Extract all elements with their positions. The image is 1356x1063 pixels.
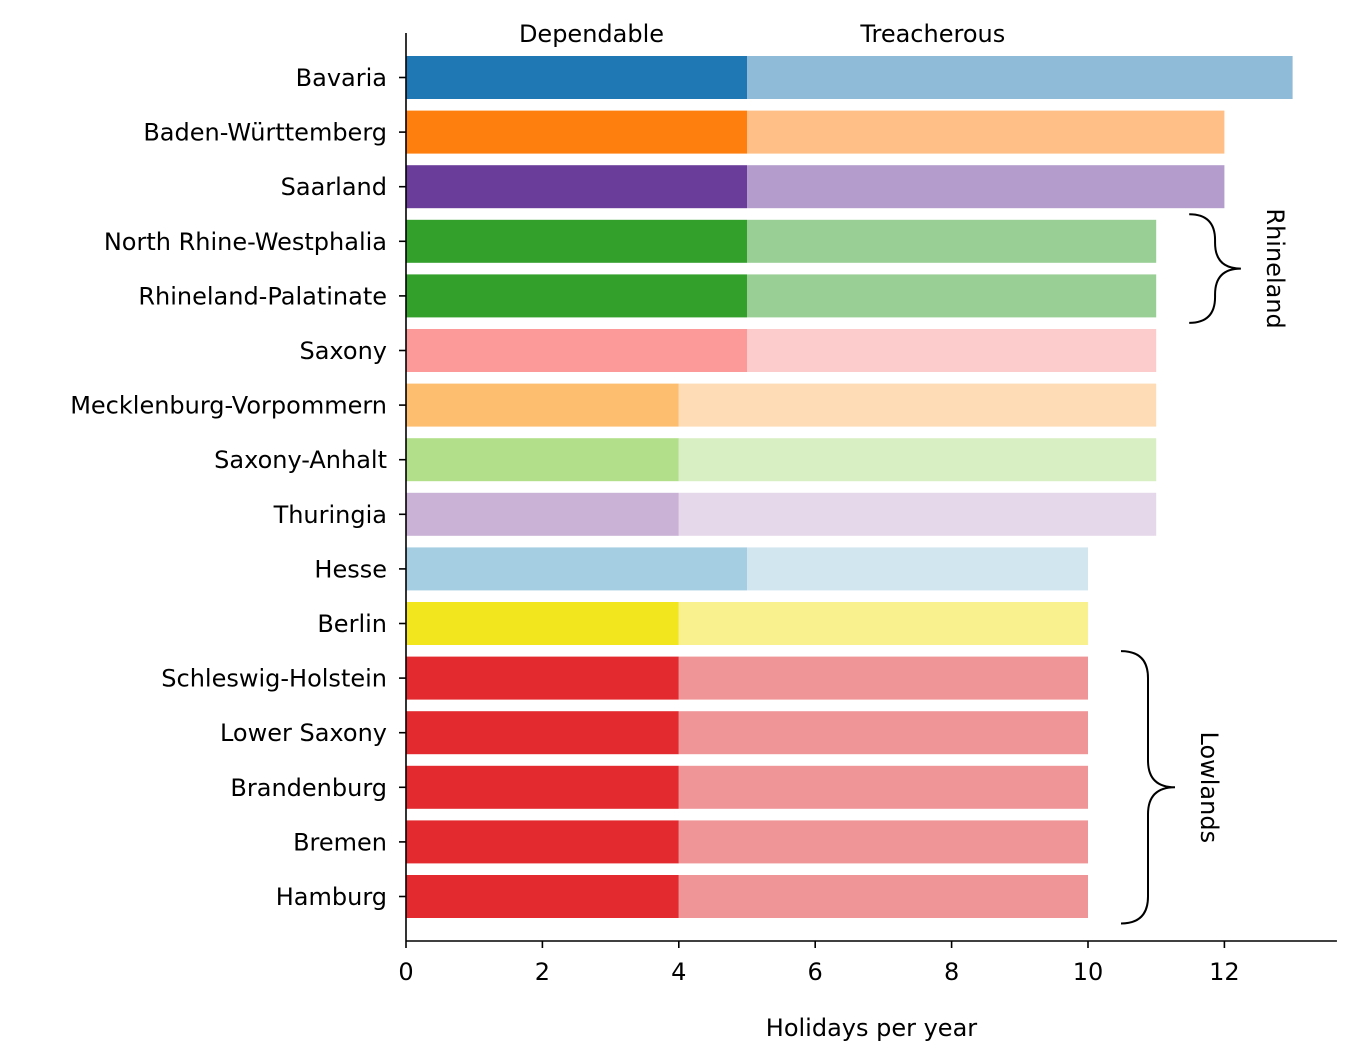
bar-dependable-mecklenburg-vorpommern [406, 383, 679, 427]
y-tick-label-hesse: Hesse [314, 555, 387, 583]
x-axis: 0 2 4 6 8 10 12 [398, 940, 1337, 986]
bar-treacherous-lower-saxony [678, 711, 1088, 755]
bar-dependable-bremen [406, 820, 679, 864]
bar-treacherous-mecklenburg-vorpommern [678, 383, 1157, 427]
y-tick-label-saxony-anhalt: Saxony-Anhalt [214, 446, 387, 474]
x-tick-label-8: 8 [944, 958, 959, 986]
bars-layer [406, 56, 1293, 918]
x-tick-label-12: 12 [1209, 958, 1240, 986]
bar-dependable-berlin [406, 602, 679, 645]
bar-treacherous-thuringia [678, 492, 1157, 536]
bar-dependable-brandenburg [406, 765, 679, 809]
bar-dependable-rhineland-palatinate [406, 274, 747, 318]
bar-dependable-hamburg [406, 875, 679, 918]
y-tick-label-lower-saxony: Lower Saxony [220, 719, 387, 747]
bar-dependable-schleswig-holstein [406, 656, 679, 700]
bar-treacherous-baden-wurttemberg [747, 110, 1225, 154]
x-tick-label-0: 0 [398, 958, 413, 986]
group-label-rhineland: Rhineland [1261, 208, 1289, 328]
column-label-treacherous: Treacherous [859, 20, 1005, 48]
bar-dependable-saxony-anhalt [406, 438, 679, 482]
y-tick-label-bremen: Bremen [293, 828, 387, 856]
bar-dependable-baden-wurttemberg [406, 110, 747, 154]
x-tick-label-2: 2 [535, 958, 550, 986]
bar-treacherous-rhineland-palatinate [747, 274, 1157, 318]
y-tick-label-saarland: Saarland [281, 173, 387, 201]
x-tick-label-6: 6 [808, 958, 823, 986]
y-axis: Bavaria Baden-Württemberg Saarland North Rh… [70, 33, 407, 941]
y-tick-label-north-rhine-westphalia: North Rhine-Westphalia [104, 228, 387, 256]
x-tick-label-4: 4 [671, 958, 686, 986]
bar-dependable-hesse [406, 547, 747, 591]
brace-lowlands [1120, 650, 1176, 925]
bar-treacherous-bavaria [747, 56, 1293, 99]
y-tick-label-mecklenburg-vorpommern: Mecklenburg-Vorpommern [70, 392, 387, 420]
group-braces: Rhineland Lowlands [1120, 208, 1289, 925]
bar-treacherous-hesse [747, 547, 1088, 591]
bar-dependable-bavaria [406, 56, 747, 99]
x-axis-label: Holidays per year [766, 1014, 978, 1042]
group-label-lowlands: Lowlands [1195, 732, 1223, 844]
x-tick-label-10: 10 [1073, 958, 1104, 986]
y-tick-label-brandenburg: Brandenburg [230, 774, 387, 802]
bar-dependable-north-rhine-westphalia [406, 219, 747, 263]
bar-treacherous-brandenburg [678, 765, 1088, 809]
bar-treacherous-hamburg [678, 875, 1088, 918]
y-tick-label-saxony: Saxony [299, 337, 387, 365]
bar-treacherous-saarland [747, 165, 1225, 209]
y-tick-label-thuringia: Thuringia [273, 501, 387, 529]
bar-treacherous-north-rhine-westphalia [747, 219, 1157, 263]
bar-dependable-lower-saxony [406, 711, 679, 755]
y-tick-label-hamburg: Hamburg [276, 883, 387, 911]
bar-treacherous-bremen [678, 820, 1088, 864]
bar-dependable-thuringia [406, 492, 679, 536]
bar-treacherous-saxony-anhalt [678, 438, 1157, 482]
bar-dependable-saarland [406, 165, 747, 209]
bar-treacherous-saxony [747, 329, 1157, 372]
y-tick-label-schleswig-holstein: Schleswig-Holstein [161, 665, 387, 693]
bar-treacherous-schleswig-holstein [678, 656, 1088, 700]
brace-rhineland [1189, 213, 1241, 324]
y-tick-label-baden-wurttemberg: Baden-Württemberg [143, 119, 387, 147]
bar-treacherous-berlin [678, 602, 1088, 645]
y-tick-label-berlin: Berlin [317, 610, 387, 638]
y-tick-label-bavaria: Bavaria [296, 64, 387, 92]
y-tick-label-rhineland-palatinate: Rhineland-Palatinate [138, 282, 387, 310]
column-label-dependable: Dependable [519, 20, 664, 48]
bar-dependable-saxony [406, 329, 747, 372]
